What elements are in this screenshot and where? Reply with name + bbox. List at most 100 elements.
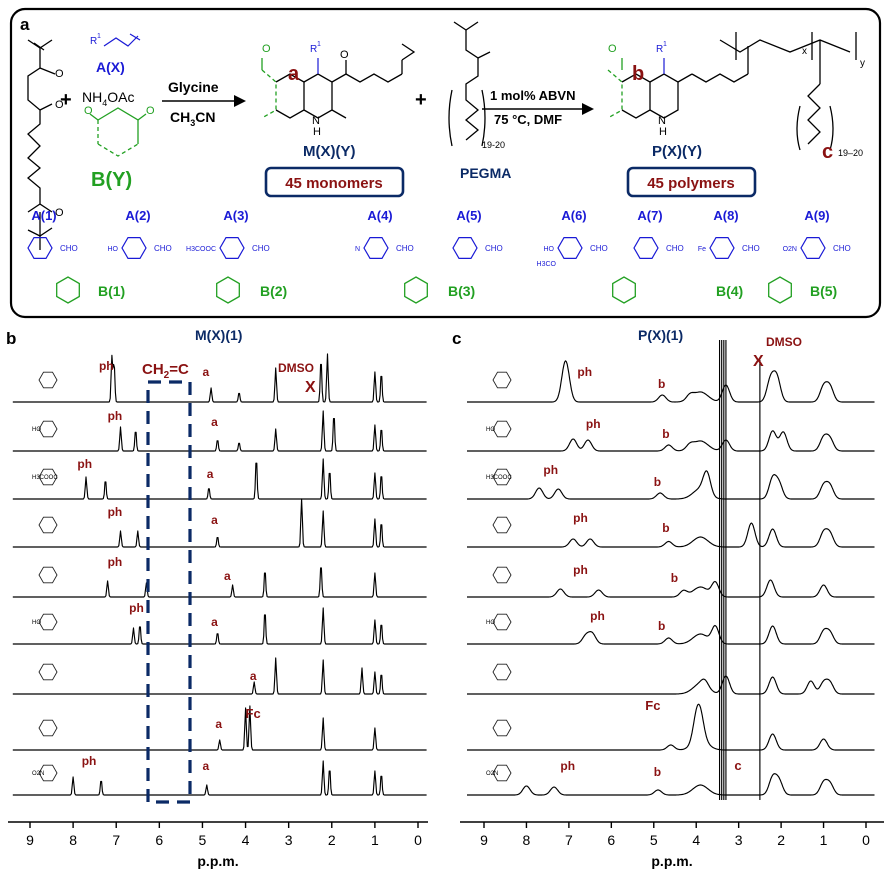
substituent-ring-icon [492,468,512,486]
peak-label-a: a [211,615,218,629]
diketone-ring [612,276,636,304]
substituent-ring-icon [38,468,58,486]
polymer-repeat: 19–20 [838,148,863,158]
peak-label-ph: ph [129,601,144,615]
o-atom: O [84,105,93,117]
diketone-ring [56,276,80,304]
site-b-label: b [632,63,644,85]
x-tick-label: 0 [414,832,422,848]
nh-h: H [659,126,667,138]
x-tick-label: 2 [328,832,336,848]
benzene-ring [452,237,478,259]
nmr-trace [467,579,875,598]
nmr-trace [12,353,427,403]
substituent-ring-icon [492,516,512,534]
r1-label: R [90,36,97,47]
aldehyde-group: CHO [742,244,760,253]
o-atom: O [55,68,64,80]
peak-label-c: c [734,758,741,773]
site-c-label: c [822,141,833,163]
x-tick-label: 5 [199,832,207,848]
x-tick-label: 2 [777,832,785,848]
diketone-reagent-list: B(1) B(2) B(3) B(4) B(5) [56,276,837,304]
o-atom: O [262,43,271,55]
peak-label-ph: ph [573,511,588,525]
substituent-label: O2N [32,771,44,777]
monomer-label: M(X)(Y) [303,143,356,160]
nmr-trace [467,675,875,695]
x-ticks-b: 9 8 7 6 5 4 3 2 1 0 [26,822,422,848]
aldehyde-reagent-list: A(1) CHO A(2) CHO HO A(3) CHO H3COOC A(4) CHO N A(5… [27,208,851,268]
peak-label-a: a [224,569,231,583]
peak-label-ph: ph [108,555,123,569]
arrowhead [582,103,594,115]
o-atom: O [55,207,64,219]
aldehyde-reagent-label: A(7) [637,208,662,223]
nmr-trace [467,522,875,548]
x-tick-label: 6 [607,832,615,848]
panel-a-label: a [20,15,30,34]
polymer-label: P(X)(Y) [652,143,702,160]
aldehyde-group: CHO [590,244,608,253]
dmso-label: DMSO [766,335,802,349]
spectra-c-title: P(X)(1) [638,327,683,343]
peak-label-ph: ph [577,365,592,379]
peak-label-ph: ph [543,463,558,477]
substituent-label: H3COOC [32,475,58,481]
x-tick-label: 3 [735,832,743,848]
substituent-ring-icon [38,566,58,584]
diketone-reagent-label: B(5) [810,283,837,299]
peak-label-b: b [662,521,669,535]
aldehyde-group: CHO [833,244,851,253]
diketone-reagent-label: B(4) [716,283,743,299]
nmr-trace [467,703,875,751]
nmr-trace [12,498,427,548]
nmr-trace [12,567,427,598]
methacrylate-acetoacetate-structure [26,39,56,250]
reagent-glycine: Glycine [168,79,219,95]
benzene-ring [800,237,826,259]
x-tick-label: 9 [480,832,488,848]
subscript-x: x [802,46,807,57]
substituent-ring-icon [38,516,58,534]
substituent-label: O2N [486,771,498,777]
diketone-reagent-label: B(1) [98,283,125,299]
substituent-ring-icon [492,719,512,737]
x-tick-label: 5 [650,832,658,848]
o-atom: O [55,99,64,111]
aldehyde-structure [103,33,141,47]
substituent-ring-icon [492,613,512,631]
x-tick-label: 4 [242,832,250,848]
peak-label-ph: ph [590,609,605,623]
benzene-ring [633,237,659,259]
substituent-ring-icon [492,764,512,782]
substituent-ring-icon [38,663,58,681]
peak-label-fc: Fc [645,698,660,713]
nmr-trace [467,470,875,500]
peak-label-ph: ph [77,457,92,471]
ammonium-acetate: NH4OAc [82,89,134,108]
benzene-ring [709,237,735,259]
peak-label-b: b [662,427,669,441]
substituent-ring-icon [38,764,58,782]
r1-label: R [656,44,663,55]
nmr-trace [12,760,427,796]
peak-label-fc: Fc [246,706,261,721]
peak-label-ph: ph [560,759,575,773]
r1-sup: 1 [97,33,101,40]
peg-repeat: 19-20 [482,140,505,150]
aldehyde-group: CHO [396,244,414,253]
peak-label-b: b [654,475,661,489]
dmso-x-mark: X [753,353,764,370]
substituent-ring-icon [492,371,512,389]
nh-n: N [312,115,320,127]
x-tick-label: 7 [565,832,573,848]
nmr-trace [12,657,427,695]
peak-label-ph: ph [586,417,601,431]
peak-label-a: a [211,415,218,429]
substituent-ring-icon [38,371,58,389]
alkene-region-box [146,380,192,804]
benzene-ring [557,237,583,259]
dmso-x-mark: X [305,379,316,396]
